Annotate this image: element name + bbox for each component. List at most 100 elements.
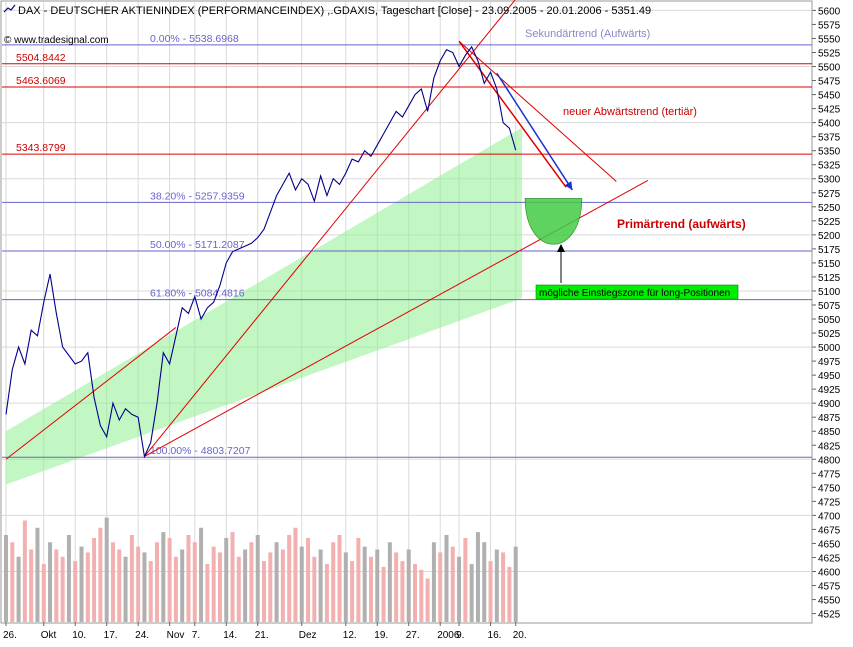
volume-bar — [419, 569, 424, 622]
volume-bar — [92, 537, 97, 622]
primary-trend-label: Primärtrend (aufwärts) — [617, 217, 746, 231]
volume-bar — [85, 552, 90, 622]
volume-bar — [110, 542, 115, 622]
y-tick-label: 4650 — [818, 539, 841, 550]
y-tick-label: 5000 — [818, 343, 841, 354]
y-tick-label: 5525 — [818, 48, 841, 59]
volume-bar — [268, 552, 273, 622]
volume-bar — [463, 537, 468, 622]
fib-level-label: 0.00% - 5538.6968 — [150, 33, 239, 45]
volume-bar — [4, 535, 8, 622]
volume-bar — [186, 535, 191, 622]
level-label: 5463.6069 — [16, 75, 66, 87]
y-tick-label: 5050 — [818, 315, 841, 326]
y-tick-label: 4775 — [818, 469, 841, 480]
volume-bar — [343, 552, 348, 622]
volume-bar — [230, 532, 235, 622]
volume-bar — [136, 546, 141, 622]
x-tick-label: 7. — [192, 630, 200, 641]
x-tick-label: 17. — [104, 630, 118, 641]
entry-zone-layer — [524, 197, 583, 283]
volume-bar — [425, 578, 430, 622]
x-tick-label: 10. — [72, 630, 86, 641]
volume-bar — [375, 549, 380, 622]
volume-bar — [10, 542, 15, 622]
volume-bar — [48, 542, 53, 622]
new-downtrend-label: neuer Abwärtstrend (tertiär) — [563, 106, 697, 118]
volume-bar — [217, 552, 222, 622]
x-tick-label: 16. — [488, 630, 502, 641]
plot-area-border — [0, 0, 813, 624]
y-tick-label: 5025 — [818, 329, 841, 340]
y-tick-label: 5300 — [818, 175, 841, 186]
volume-bar — [482, 542, 487, 622]
volume-bar — [54, 549, 59, 622]
volume-bar — [199, 527, 204, 622]
volume-bar — [488, 561, 493, 622]
entry-zone-label: mögliche Einstiegszone für long-Position… — [539, 288, 730, 299]
volume-bar — [299, 546, 304, 622]
x-tick-label: 14. — [223, 630, 237, 641]
y-tick-label: 5075 — [818, 301, 841, 312]
volume-bar — [280, 549, 285, 622]
y-tick-label: 5600 — [818, 6, 841, 17]
volume-bar — [513, 546, 518, 622]
volume-layer — [4, 517, 518, 622]
y-tick-label: 5275 — [818, 189, 841, 200]
projection-arrow-line — [496, 72, 573, 191]
x-tick-label: Okt — [41, 630, 57, 641]
volume-bar — [400, 561, 405, 622]
volume-bar — [129, 535, 134, 622]
y-tick-label: 4900 — [818, 399, 841, 410]
level-label: 5504.8442 — [16, 52, 66, 64]
projection-arrowhead — [564, 181, 573, 190]
volume-bar — [161, 532, 166, 622]
y-tick-label: 5400 — [818, 119, 841, 130]
y-tick-label: 5475 — [818, 77, 841, 88]
volume-bar — [35, 527, 40, 622]
chart-title: DAX - DEUTSCHER AKTIENINDEX (PERFORMANCE… — [18, 5, 651, 17]
volume-bar — [413, 564, 418, 622]
y-tick-label: 4925 — [818, 385, 841, 396]
volume-bar — [287, 535, 292, 622]
y-tick-label: 5425 — [818, 105, 841, 116]
downtrend-line — [458, 40, 617, 182]
volume-bar — [274, 542, 279, 622]
fib-level-label: 100.00% - 4803.7207 — [150, 445, 251, 457]
y-tick-label: 5200 — [818, 231, 841, 242]
volume-bar — [66, 535, 71, 622]
volume-bar — [438, 552, 443, 622]
y-tick-label: 4550 — [818, 596, 841, 607]
secondary-trend-label: Sekundärtrend (Aufwärts) — [525, 28, 650, 40]
volume-bar — [362, 546, 367, 622]
volume-bar — [457, 556, 462, 622]
x-tick-label: 24. — [135, 630, 149, 641]
volume-bar — [224, 537, 229, 622]
volume-bar — [123, 556, 128, 622]
y-tick-label: 5250 — [818, 203, 841, 214]
volume-bar — [394, 552, 399, 622]
short-uptrend-line — [5, 327, 177, 460]
price-line — [5, 45, 517, 459]
regression-channel — [6, 127, 522, 485]
fib-level-label: 50.00% - 5171.2087 — [150, 239, 245, 251]
volume-bar — [262, 561, 266, 622]
volume-bar — [155, 542, 160, 622]
y-tick-label: 4725 — [818, 497, 841, 508]
x-tick-label: 9. — [456, 630, 464, 641]
volume-bar — [318, 549, 323, 622]
volume-bar — [356, 537, 361, 622]
volume-bar — [205, 564, 210, 622]
volume-bar — [368, 556, 373, 622]
volume-bar — [494, 549, 499, 622]
annotation-layer: DAX - DEUTSCHER AKTIENINDEX (PERFORMANCE… — [3, 4, 746, 300]
volume-bar — [16, 556, 21, 622]
x-tick-label: 21. — [255, 630, 269, 641]
volume-bar — [98, 527, 103, 622]
volume-bar — [337, 535, 342, 622]
volume-bar — [104, 517, 109, 622]
x-tick-label: 2006 — [437, 630, 460, 641]
volume-bar — [79, 546, 84, 622]
